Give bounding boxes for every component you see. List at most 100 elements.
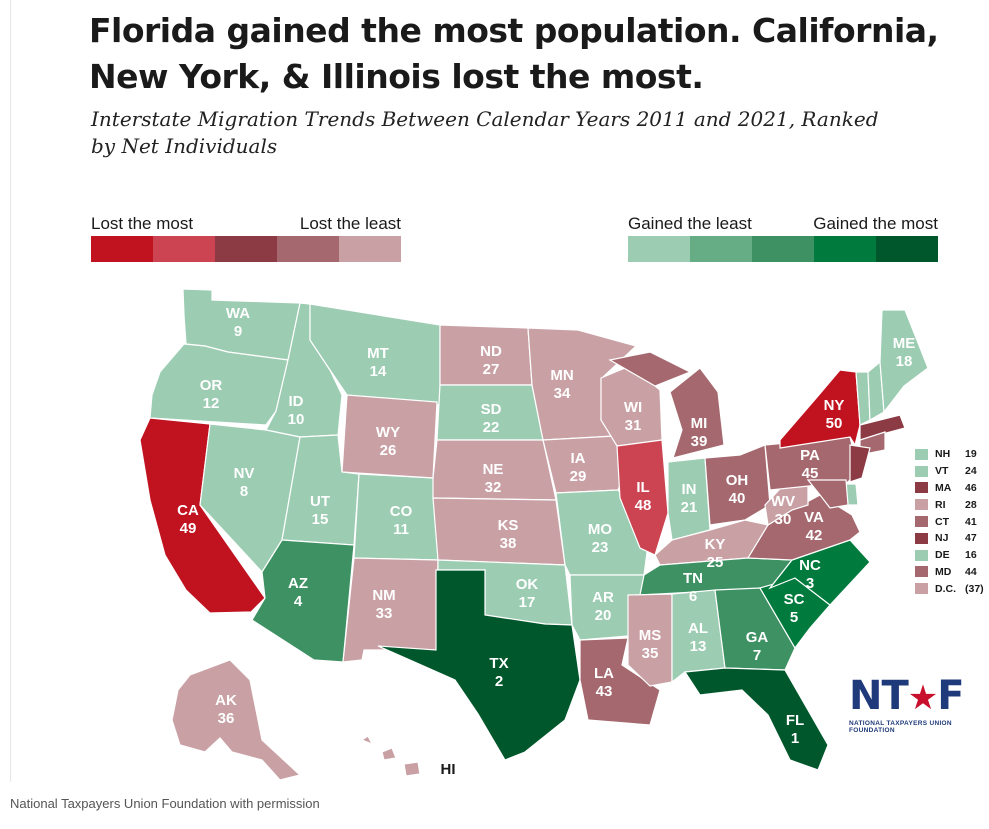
- state-la: [579, 637, 661, 726]
- key-swatch: [915, 549, 928, 561]
- state-label-nd: ND: [480, 343, 502, 360]
- state-label-mo: MO: [588, 521, 612, 538]
- northeast-key-row-nj: NJ 47: [915, 530, 987, 547]
- state-label-or: OR: [200, 377, 223, 394]
- state-rank-pa: 45: [802, 465, 819, 482]
- state-label-sd: SD: [481, 401, 502, 418]
- state-label-wy: WY: [376, 424, 400, 441]
- state-rank-il: 48: [635, 497, 652, 514]
- state-label-wv: WV: [771, 493, 795, 510]
- key-swatch: [915, 532, 928, 544]
- state-rank-ok: 17: [519, 594, 536, 611]
- state-rank-in: 21: [681, 499, 698, 516]
- key-rank: 44: [965, 565, 977, 578]
- state-label-tx: TX: [489, 655, 508, 672]
- state-rank-az: 4: [294, 593, 303, 610]
- legend-lost-bar-swatch-0: [91, 236, 153, 262]
- key-state: CT: [935, 515, 949, 528]
- key-state: DE: [935, 549, 950, 562]
- state-rank-or: 12: [203, 395, 220, 412]
- key-state: D.C.: [935, 582, 956, 595]
- northeast-key-row-nh: NH 19: [915, 446, 987, 463]
- state-fl: [683, 667, 829, 771]
- state-label-ak: AK: [215, 692, 237, 709]
- northeast-key-row-md: MD 44: [915, 564, 987, 581]
- image-caption: National Taxpayers Union Foundation with…: [10, 796, 320, 811]
- state-rank-ky: 25: [707, 554, 724, 571]
- key-state: MA: [935, 481, 952, 494]
- state-label-nc: NC: [799, 557, 821, 574]
- key-state: NH: [935, 448, 951, 461]
- state-rank-oh: 40: [729, 490, 746, 507]
- state-rank-ga: 7: [753, 647, 761, 664]
- state-label-la: LA: [594, 665, 614, 682]
- northeast-key: NH 19 VT 24 MA 46 RI 28 CT 41 NJ 47 DE 16 MD 44 D.C. (37): [915, 446, 987, 597]
- state-rank-wa: 9: [234, 323, 242, 340]
- state-label-ga: GA: [746, 629, 769, 646]
- state-rank-la: 43: [596, 683, 613, 700]
- key-swatch: [915, 482, 928, 494]
- state-label-co: CO: [390, 503, 413, 520]
- state-rank-ny: 50: [826, 415, 843, 432]
- key-rank: (37): [965, 582, 984, 595]
- state-md: [806, 479, 849, 509]
- state-nj: [849, 444, 871, 483]
- ntuf-logo: NT★F NATIONAL TAXPAYERS UNION FOUNDATION: [849, 676, 979, 734]
- northeast-key-row-ct: CT 41: [915, 513, 987, 530]
- state-rank-sc: 5: [790, 609, 798, 626]
- state-label-ok: OK: [516, 576, 539, 593]
- state-label-ky: KY: [705, 536, 726, 553]
- key-rank: 28: [965, 498, 977, 511]
- state-rank-ms: 35: [642, 645, 659, 662]
- state-rank-wy: 26: [380, 442, 397, 459]
- legend-lost-bar-swatch-3: [277, 236, 339, 262]
- legend-lost-bar: [91, 236, 401, 262]
- state-rank-nm: 33: [376, 605, 393, 622]
- state-label-ne: NE: [483, 461, 504, 478]
- key-swatch: [915, 499, 928, 511]
- key-rank: 16: [965, 549, 977, 562]
- legend-lost-bar-swatch-4: [339, 236, 401, 262]
- northeast-key-row-vt: VT 24: [915, 463, 987, 480]
- northeast-key-row-de: DE 16: [915, 547, 987, 564]
- legend-lost-bar-swatch-2: [215, 236, 277, 262]
- key-state: MD: [935, 565, 952, 578]
- state-rank-ia: 29: [570, 468, 587, 485]
- key-rank: 24: [965, 465, 977, 478]
- page-title: Florida gained the most population. Cali…: [89, 11, 939, 96]
- legend-gain-bar-swatch-4: [876, 236, 938, 262]
- legend-gain-bar-swatch-0: [628, 236, 690, 262]
- state-rank-wv: 30: [775, 511, 792, 528]
- state-rank-mt: 14: [370, 363, 387, 380]
- state-rank-ut: 15: [312, 511, 329, 528]
- state-or: [149, 343, 289, 426]
- state-rank-sd: 22: [483, 419, 500, 436]
- state-label-in: IN: [682, 481, 697, 498]
- state-rank-mo: 23: [592, 539, 609, 556]
- state-ak: [171, 659, 302, 781]
- state-rank-ar: 20: [595, 607, 612, 624]
- key-state: VT: [935, 465, 949, 478]
- legend-gain: Gained the least Gained the most: [628, 214, 938, 262]
- state-rank-co: 11: [393, 521, 409, 538]
- key-rank: 47: [965, 532, 977, 545]
- legend-gain-most-label: Gained the most: [813, 214, 938, 233]
- state-rank-tx: 2: [495, 673, 503, 690]
- state-label-mi: MI: [691, 415, 708, 432]
- state-label-nm: NM: [372, 587, 395, 604]
- state-label-mt: MT: [367, 345, 389, 362]
- state-label-al: AL: [688, 620, 708, 637]
- legend-lost-bar-swatch-1: [153, 236, 215, 262]
- key-state: RI: [935, 498, 946, 511]
- northeast-key-row-dc: D.C. (37): [915, 580, 987, 597]
- state-label-hi: HI: [441, 761, 456, 778]
- legend-lost: Lost the most Lost the least: [91, 214, 401, 262]
- legend-lost-least-label: Lost the least: [299, 214, 401, 233]
- state-az: [251, 539, 355, 663]
- state-ma: [859, 414, 906, 441]
- state-rank-al: 13: [690, 638, 707, 655]
- state-tx: [377, 569, 581, 761]
- ntuf-logo-text: NATIONAL TAXPAYERS UNION FOUNDATION: [849, 720, 952, 734]
- state-label-ks: KS: [498, 517, 519, 534]
